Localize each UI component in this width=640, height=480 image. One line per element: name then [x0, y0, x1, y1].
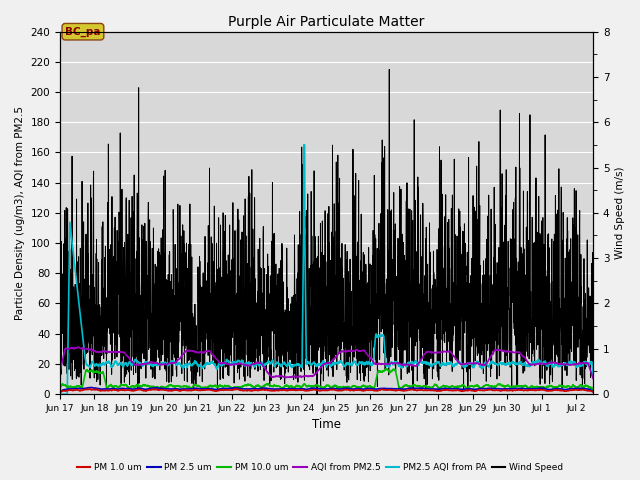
Y-axis label: Wind Speed (m/s): Wind Speed (m/s): [615, 167, 625, 259]
X-axis label: Time: Time: [312, 419, 341, 432]
Title: Purple Air Particulate Matter: Purple Air Particulate Matter: [228, 15, 425, 29]
Text: BC_pa: BC_pa: [65, 26, 100, 37]
Y-axis label: Particle Density (ug/m3), AQI from PM2.5: Particle Density (ug/m3), AQI from PM2.5: [15, 106, 25, 320]
Legend: PM 1.0 um, PM 2.5 um, PM 10.0 um, AQI from PM2.5, PM2.5 AQI from PA, Wind Speed: PM 1.0 um, PM 2.5 um, PM 10.0 um, AQI fr…: [73, 459, 567, 476]
